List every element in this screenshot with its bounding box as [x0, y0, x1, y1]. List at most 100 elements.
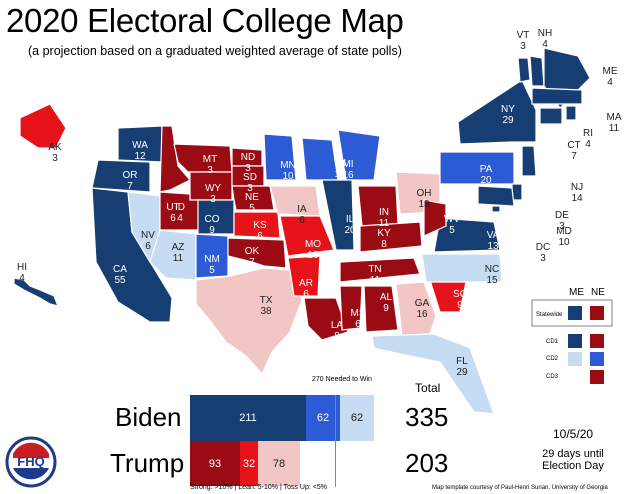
- state-ev-id: 4: [177, 213, 183, 224]
- state-ev-sd: 3: [247, 183, 253, 194]
- state-ev-vt: 3: [520, 41, 526, 52]
- state-ar: [287, 255, 321, 297]
- state-ev-nm: 5: [209, 265, 215, 276]
- state-label-md: MD: [556, 226, 572, 237]
- state-ev-ia: 6: [299, 215, 305, 226]
- state-label-co: CO: [205, 214, 220, 225]
- margin-legend: Strong: >10% | Lean: 5-10% | Toss Up: <5…: [190, 484, 327, 491]
- state-ev-ks: 6: [257, 231, 263, 242]
- page-subtitle: (a projection based on a graduated weigh…: [28, 44, 402, 58]
- state-va: [433, 217, 501, 253]
- state-tx: [195, 267, 303, 376]
- fhq-logo: FHQ: [5, 436, 57, 488]
- biden-strong-bar: 211: [190, 395, 306, 441]
- state-hi: [13, 277, 59, 307]
- state-ri: [565, 105, 577, 121]
- state-ks: [233, 211, 281, 239]
- state-label-ga: GA: [415, 298, 430, 309]
- biden-lean-bar: 62: [306, 395, 340, 441]
- biden-label: Biden: [115, 402, 182, 432]
- state-label-ok: OK: [245, 246, 260, 257]
- state-label-il: IL: [346, 214, 355, 225]
- trump-tossup-bar: 78: [258, 441, 300, 486]
- state-mn: [263, 133, 297, 181]
- state-label-or: OR: [123, 170, 138, 181]
- state-ny: [457, 79, 537, 145]
- state-ev-mo: 10: [307, 250, 319, 261]
- state-ev-il: 20: [344, 225, 356, 236]
- trump-lean-bar: 32: [240, 441, 258, 486]
- state-ev-ca: 55: [114, 275, 126, 286]
- state-ev-ny: 29: [502, 115, 514, 126]
- state-label-ky: KY: [377, 228, 391, 239]
- state-ev-wv: 5: [449, 225, 455, 236]
- state-il: [321, 179, 355, 251]
- state-ne: [231, 185, 275, 211]
- state-tn: [339, 257, 421, 283]
- state-label-ia: IA: [297, 204, 307, 215]
- state-label-wi: WI: [334, 158, 346, 169]
- biden-total: 335: [405, 402, 449, 432]
- state-ev-co: 9: [209, 225, 215, 236]
- state-label-al: AL: [380, 292, 393, 303]
- state-label-wy: WY: [205, 183, 221, 194]
- state-ms: [339, 285, 363, 331]
- state-ev-de: 3: [559, 221, 565, 232]
- state-label-nc: NC: [485, 264, 499, 275]
- state-label-ma: MA: [607, 112, 622, 123]
- state-nh: [529, 55, 545, 87]
- state-nj: [521, 145, 537, 177]
- state-label-nj: NJ: [571, 182, 583, 193]
- state-label-oh: OH: [417, 188, 432, 199]
- state-ia: [269, 185, 321, 217]
- state-ev-ut: 6: [170, 213, 176, 224]
- state-label-ar: AR: [299, 278, 313, 289]
- biden-tossup-bar: 62: [340, 395, 374, 441]
- legend-swatch-ne-cd3: [590, 370, 604, 384]
- trump-label: Trump: [110, 448, 185, 478]
- state-nc: [421, 253, 503, 283]
- days-until-label: 29 days until Election Day: [542, 448, 604, 472]
- state-label-ak: AK: [48, 142, 62, 153]
- state-ev-wi: 10: [334, 169, 346, 180]
- state-label-la: LA: [331, 320, 344, 331]
- state-ev-pa: 20: [480, 175, 492, 186]
- state-ev-dc: 3: [540, 253, 546, 264]
- state-label-mn: MN: [280, 160, 296, 171]
- state-label-ct: CT: [567, 140, 580, 151]
- state-al: [363, 285, 399, 333]
- state-ev-la: 8: [334, 331, 340, 342]
- state-ev-ct: 7: [571, 151, 577, 162]
- state-label-fl: FL: [456, 356, 468, 367]
- state-label-nm: NM: [204, 254, 220, 265]
- state-ev-ky: 8: [381, 239, 387, 250]
- state-ev-hi: 4: [19, 273, 25, 284]
- state-ev-ok: 7: [249, 257, 255, 268]
- state-label-de: DE: [555, 210, 569, 221]
- state-ev-wa: 12: [134, 151, 146, 162]
- state-ev-ne: 5: [249, 203, 255, 214]
- logo-text: FHQ: [17, 454, 44, 469]
- state-ev-ar: 6: [303, 289, 309, 300]
- trump-total: 203: [405, 448, 449, 478]
- state-label-mt: MT: [203, 154, 217, 165]
- state-label-ny: NY: [501, 104, 515, 115]
- credit-line: Map template courtesy of Paul-Henri Suri…: [432, 485, 608, 491]
- state-ky: [359, 221, 423, 253]
- state-ev-az: 11: [173, 253, 184, 264]
- state-label-in: IN: [379, 207, 389, 218]
- state-label-az: AZ: [172, 242, 185, 253]
- legend-row-cd1: CD1: [546, 339, 559, 345]
- legend-swatch-me-cd2: [568, 352, 582, 366]
- state-ev-al: 9: [383, 303, 389, 314]
- state-label-me: ME: [603, 66, 618, 77]
- state-label-hi: HI: [17, 262, 27, 273]
- state-mi: [337, 129, 381, 181]
- state-ev-nj: 14: [571, 193, 583, 204]
- state-ev-fl: 29: [456, 367, 468, 378]
- state-label-dc: DC: [536, 242, 550, 253]
- legend-swatch-me-cd1: [568, 334, 582, 348]
- needed-to-win-label: 270 Needed to Win: [312, 376, 372, 383]
